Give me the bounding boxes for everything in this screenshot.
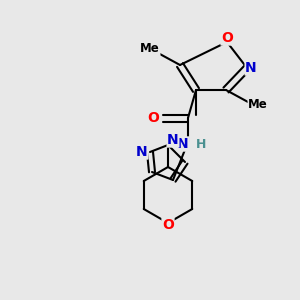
- Text: N: N: [167, 133, 179, 147]
- Text: N: N: [245, 61, 257, 75]
- Text: O: O: [221, 31, 233, 45]
- Text: Me: Me: [140, 43, 160, 56]
- Text: Me: Me: [248, 98, 268, 110]
- Text: N: N: [177, 137, 189, 151]
- Text: O: O: [162, 218, 174, 232]
- Text: H: H: [196, 137, 206, 151]
- Text: N: N: [136, 145, 148, 159]
- Text: O: O: [147, 111, 159, 125]
